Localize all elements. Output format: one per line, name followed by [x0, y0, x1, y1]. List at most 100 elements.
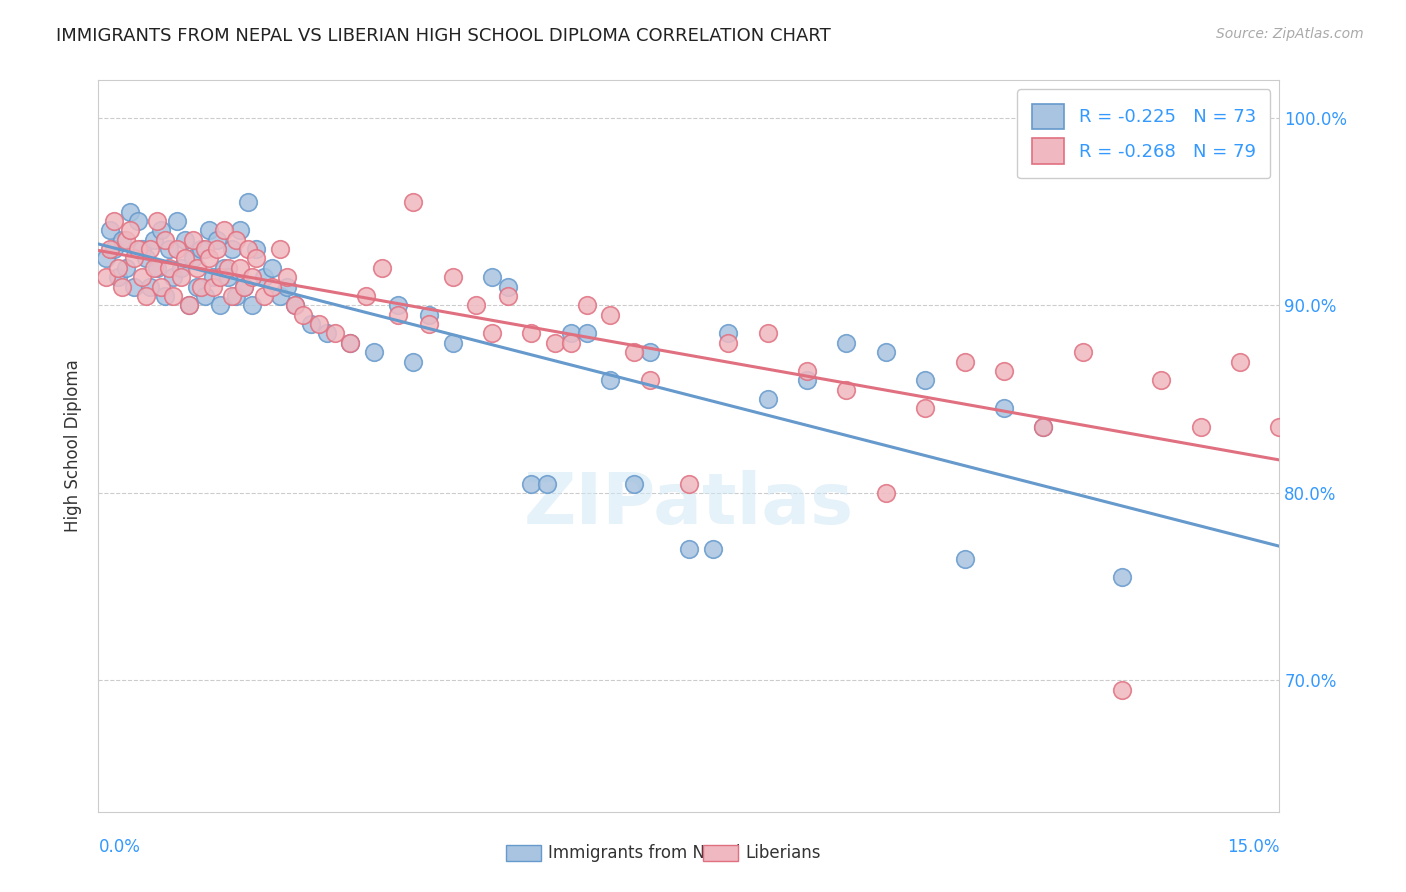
Point [194, 289, 217, 303]
Point [201, 270, 224, 285]
Point [678, 542, 700, 557]
Point [118, 204, 141, 219]
Point [186, 260, 208, 275]
Point [225, 233, 247, 247]
Text: 0.0%: 0.0% [98, 838, 141, 856]
Point [418, 308, 440, 322]
Point [756, 392, 779, 406]
Point [1032, 420, 1054, 434]
Point [190, 279, 212, 293]
Point [146, 260, 169, 275]
Point [560, 335, 582, 350]
Point [209, 298, 232, 312]
Point [599, 373, 621, 387]
Point [1032, 420, 1054, 434]
Point [217, 270, 239, 285]
Point [205, 233, 228, 247]
Point [166, 214, 188, 228]
Point [260, 279, 283, 293]
Point [717, 335, 740, 350]
Point [155, 233, 177, 247]
Point [253, 289, 276, 303]
Point [162, 289, 184, 303]
Point [96, 270, 118, 285]
Point [536, 476, 558, 491]
Point [953, 354, 976, 368]
Point [181, 252, 204, 266]
Point [678, 476, 700, 491]
Point [308, 317, 330, 331]
Point [276, 279, 298, 293]
Text: ZIPatlas: ZIPatlas [524, 470, 853, 539]
Point [354, 289, 377, 303]
Point [1111, 682, 1133, 697]
Point [214, 260, 236, 275]
Point [387, 308, 409, 322]
Point [127, 242, 149, 256]
Point [638, 373, 661, 387]
Point [402, 354, 425, 368]
Point [402, 195, 425, 210]
Point [229, 223, 252, 237]
Point [481, 270, 503, 285]
Point [269, 289, 291, 303]
Point [122, 279, 145, 293]
Legend: R = -0.225   N = 73, R = -0.268   N = 79: R = -0.225 N = 73, R = -0.268 N = 79 [1018, 89, 1271, 178]
Text: IMMIGRANTS FROM NEPAL VS LIBERIAN HIGH SCHOOL DIPLOMA CORRELATION CHART: IMMIGRANTS FROM NEPAL VS LIBERIAN HIGH S… [56, 27, 831, 45]
Point [115, 233, 138, 247]
Point [269, 242, 291, 256]
Point [575, 326, 598, 341]
Point [993, 401, 1015, 416]
Point [217, 260, 239, 275]
Point [1071, 345, 1094, 359]
Point [418, 317, 440, 331]
Point [162, 270, 184, 285]
Point [138, 279, 160, 293]
Point [276, 270, 298, 285]
Point [496, 279, 519, 293]
Point [339, 335, 361, 350]
Point [131, 270, 153, 285]
Point [142, 233, 165, 247]
Point [111, 279, 134, 293]
Point [363, 345, 385, 359]
Y-axis label: High School Diploma: High School Diploma [65, 359, 83, 533]
Point [315, 326, 337, 341]
Point [197, 252, 219, 266]
Text: Liberians: Liberians [745, 844, 821, 862]
Point [240, 298, 263, 312]
Point [260, 260, 283, 275]
Point [520, 476, 543, 491]
Point [953, 551, 976, 566]
Point [717, 326, 740, 341]
Point [233, 279, 256, 293]
Point [135, 252, 157, 266]
Point [107, 270, 129, 285]
Point [1189, 420, 1212, 434]
Point [339, 335, 361, 350]
Point [914, 401, 936, 416]
Point [103, 242, 125, 256]
Point [236, 195, 259, 210]
Point [796, 364, 818, 378]
Point [194, 242, 217, 256]
Point [177, 298, 200, 312]
Point [599, 308, 621, 322]
Point [993, 364, 1015, 378]
Point [253, 270, 276, 285]
Point [221, 242, 243, 256]
Point [638, 345, 661, 359]
Point [177, 298, 200, 312]
Point [181, 233, 204, 247]
Point [174, 252, 197, 266]
Point [1268, 420, 1291, 434]
Point [1229, 354, 1251, 368]
Point [441, 270, 464, 285]
Point [103, 214, 125, 228]
Point [150, 223, 173, 237]
Point [284, 298, 307, 312]
Point [205, 242, 228, 256]
Point [245, 252, 267, 266]
Point [371, 260, 394, 275]
Point [146, 214, 169, 228]
